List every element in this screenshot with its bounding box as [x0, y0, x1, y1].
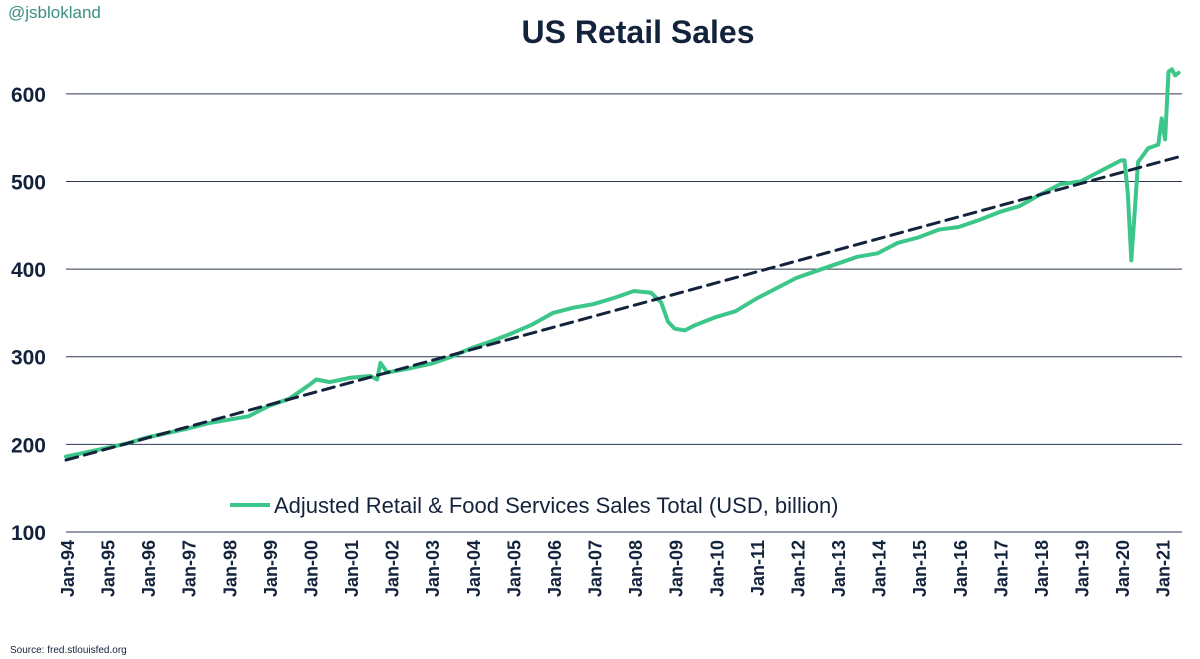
x-tick-label: Jan-18: [1032, 540, 1052, 597]
x-tick-label: Jan-10: [707, 540, 727, 597]
series-lines: [64, 67, 1181, 462]
x-tick-label: Jan-15: [910, 540, 930, 597]
x-tick-label: Jan-03: [423, 540, 443, 597]
y-tick-label: 200: [11, 434, 46, 457]
gridlines: [66, 93, 1182, 533]
y-tick-label: 300: [11, 347, 46, 370]
x-tick-label: Jan-19: [1073, 540, 1093, 597]
y-tick-label: 600: [11, 84, 46, 107]
x-tick-label: Jan-02: [383, 540, 403, 597]
x-tick-label: Jan-13: [829, 540, 849, 597]
y-tick-label: 400: [11, 259, 46, 282]
series-line-retail-sales: [64, 67, 1181, 459]
x-tick-label: Jan-21: [1154, 540, 1174, 597]
x-tick-label: Jan-20: [1113, 540, 1133, 597]
x-tick-label: Jan-95: [99, 540, 119, 597]
x-tick-label: Jan-96: [139, 540, 159, 597]
legend-label: Adjusted Retail & Food Services Sales To…: [274, 493, 839, 518]
y-tick-label: 500: [11, 171, 46, 194]
x-axis-ticks: Jan-94 Jan-95 Jan-96 Jan-97 Jan-98 Jan-99 Jan-…: [58, 540, 1174, 597]
x-tick-label: Jan-00: [301, 540, 321, 597]
x-tick-label: Jan-05: [504, 540, 524, 597]
x-tick-label: Jan-12: [788, 540, 808, 597]
x-tick-label: Jan-07: [586, 540, 606, 597]
x-tick-label: Jan-14: [870, 540, 890, 597]
source-note: Source: fred.stlouisfed.org: [10, 645, 127, 656]
x-tick-label: Jan-06: [545, 540, 565, 597]
x-tick-label: Jan-08: [626, 540, 646, 597]
x-tick-label: Jan-17: [991, 540, 1011, 597]
x-tick-label: Jan-99: [261, 540, 281, 597]
legend: Adjusted Retail & Food Services Sales To…: [230, 493, 839, 518]
x-tick-label: Jan-94: [58, 540, 78, 597]
y-tick-label: 100: [11, 522, 46, 545]
y-axis-ticks: 100 200 300 400 500 600: [11, 84, 46, 545]
x-tick-label: Jan-01: [342, 540, 362, 597]
x-tick-label: Jan-16: [951, 540, 971, 597]
trend-line: [64, 155, 1181, 462]
x-tick-label: Jan-04: [464, 540, 484, 597]
x-tick-label: Jan-97: [180, 540, 200, 597]
x-tick-label: Jan-98: [220, 540, 240, 597]
author-handle: @jsblokland: [8, 3, 101, 22]
x-tick-label: Jan-09: [667, 540, 687, 597]
chart-title: US Retail Sales: [521, 14, 755, 50]
x-tick-label: Jan-11: [748, 540, 768, 596]
